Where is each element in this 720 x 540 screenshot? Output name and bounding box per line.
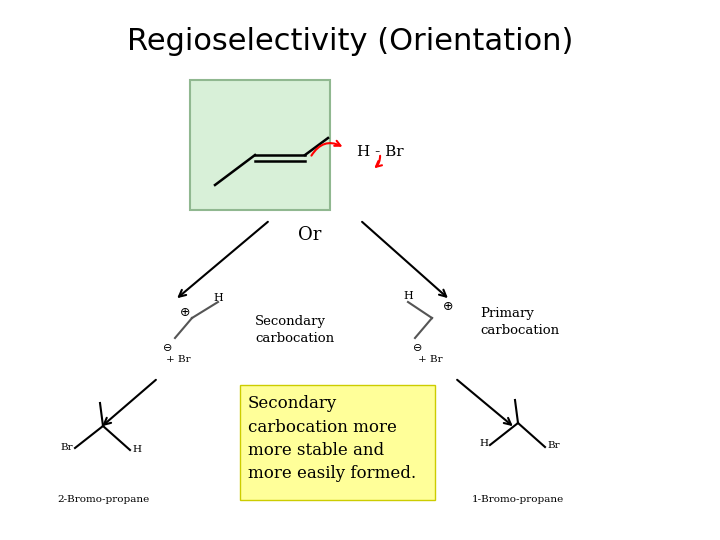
Text: ⊖: ⊖	[413, 343, 423, 353]
Text: H - Br: H - Br	[357, 145, 404, 159]
Text: + Br: + Br	[418, 355, 442, 364]
Text: Secondary
carbocation: Secondary carbocation	[255, 315, 334, 345]
Text: Or: Or	[298, 226, 322, 244]
Text: ⊕: ⊕	[180, 307, 190, 320]
Text: ⊕: ⊕	[443, 300, 454, 313]
Text: 1-Bromo-propane: 1-Bromo-propane	[472, 496, 564, 504]
Text: Regioselectivity (Orientation): Regioselectivity (Orientation)	[127, 28, 573, 57]
Text: Primary
carbocation: Primary carbocation	[480, 307, 559, 337]
Text: H: H	[213, 293, 223, 303]
Text: + Br: + Br	[166, 355, 190, 364]
Bar	[190, 80, 330, 210]
Bar	[240, 385, 435, 500]
Text: Br: Br	[60, 442, 73, 451]
Text: Br: Br	[547, 442, 559, 450]
Text: H: H	[479, 440, 488, 449]
Text: 2-Bromo-propane: 2-Bromo-propane	[57, 496, 149, 504]
Text: Secondary
carbocation more
more stable and
more easily formed.: Secondary carbocation more more stable a…	[248, 395, 416, 483]
Text: ⊖: ⊖	[163, 343, 173, 353]
Text: H: H	[132, 444, 141, 454]
Text: H: H	[403, 291, 413, 301]
